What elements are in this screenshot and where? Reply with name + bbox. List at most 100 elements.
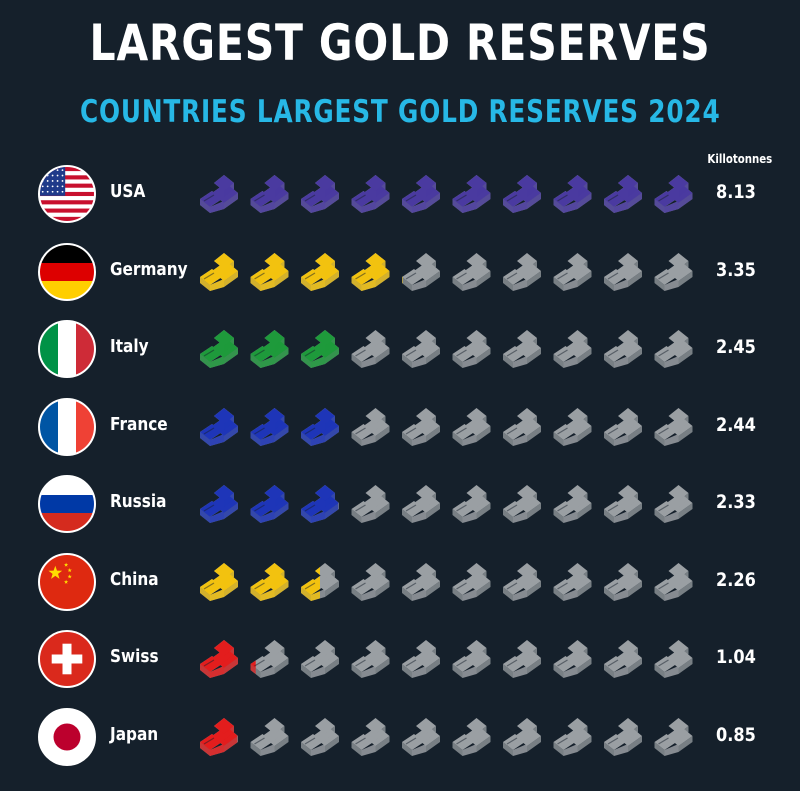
bar-icon [604,562,642,601]
category-label: Swiss [110,646,159,667]
bar-icon [604,407,642,446]
bar-icon [200,717,238,756]
bar-icon [452,407,491,446]
russia-flag-icon [38,475,96,533]
bar-icon [402,562,440,601]
bar-icon [553,562,592,601]
bar-icon [654,407,693,446]
icon-bar [196,322,706,376]
icon-bar-svg [200,252,693,291]
chart-row: Swiss [0,622,800,698]
italy-flag-icon [38,320,96,378]
bar-icon [200,252,238,291]
bar-icon [452,485,491,523]
chart-row: Germany [0,235,800,311]
data-label: 2.26 [716,568,756,591]
chart-row: USA [0,157,800,233]
category-label: Germany [110,258,188,280]
chart-title: LARGEST GOLD RESERVES [89,14,711,72]
bar-icon [452,330,491,368]
germany-flag-icon [38,242,96,301]
chart-subtitle: COUNTRIES LARGEST GOLD RESERVES 2024 [80,94,721,130]
bar-icon [452,175,491,213]
bar-icon [452,640,491,678]
bar-icon [200,562,238,601]
data-label: 3.35 [716,258,756,281]
icon-bar-svg [200,562,693,601]
bar-icon [301,485,339,523]
bar-icon [604,252,642,291]
bar-icon [351,175,390,213]
category-label: Russia [110,491,167,512]
bar-icon [654,175,693,213]
icon-bar [196,167,706,221]
bar-icon [553,717,592,756]
bar-icon [452,562,491,601]
unit-label: Killotonnes [707,152,772,166]
bar-icon [402,717,440,756]
bar-icon [301,175,339,213]
icon-bar [196,245,706,299]
japan-flag-icon [38,707,96,766]
swiss-flag-icon [38,630,96,688]
bar-icon [351,485,390,523]
category-label: France [110,413,168,435]
bar-icon [402,175,440,213]
bar-icon [250,175,289,213]
bar-icon [250,330,289,368]
bar-icon [654,562,693,601]
icon-bar-svg [200,485,693,523]
bar-icon [301,252,339,291]
bar-icon [604,717,642,756]
icon-bar-svg [200,330,693,368]
bar-icon [301,640,339,678]
data-label: 1.04 [716,646,756,668]
bar-icon [402,330,440,368]
bar-icon [351,640,390,678]
category-label: China [110,568,159,590]
icon-bar [196,400,706,454]
bar-icon [200,485,238,523]
chart-row: Italy [0,312,800,388]
data-label: 8.13 [716,181,756,203]
icon-bar [196,710,706,764]
bar-icon [654,717,693,756]
france-flag-icon [38,397,96,456]
bar-icon [503,640,541,678]
bar-icon [553,330,592,368]
bar-icon [654,640,693,678]
bar-icon [654,485,693,523]
bar-icon [503,175,541,213]
bar-icon [604,175,642,213]
category-label: Italy [110,336,149,357]
bar-icon [200,330,238,368]
bar-icon [250,252,289,291]
bar-icon [452,717,491,756]
bar-icon [503,330,541,368]
bar-icon [351,717,390,756]
bar-icon [402,485,440,523]
bar-icon [503,485,541,523]
bar-icon [553,252,592,291]
chart-row: Japan [0,700,800,776]
bar-icon [402,252,440,291]
bar-icon [301,330,339,368]
bar-icon [301,562,339,601]
bar-icon [553,485,592,523]
bar-icon [604,330,642,368]
bar-icon [402,407,440,446]
icon-bar [196,632,706,686]
bar-icon [250,717,289,756]
category-label: USA [110,181,146,202]
bar-icon [654,252,693,291]
bar-icon [503,562,541,601]
icon-bar-svg [200,640,693,678]
bar-icon [654,330,693,368]
chart-row: Russia [0,467,800,543]
chart-row: France [0,390,800,466]
bar-icon [351,330,390,368]
data-label: 0.85 [716,723,756,746]
bar-icon [301,407,339,446]
bar-icon [553,175,592,213]
bar-icon [503,717,541,756]
